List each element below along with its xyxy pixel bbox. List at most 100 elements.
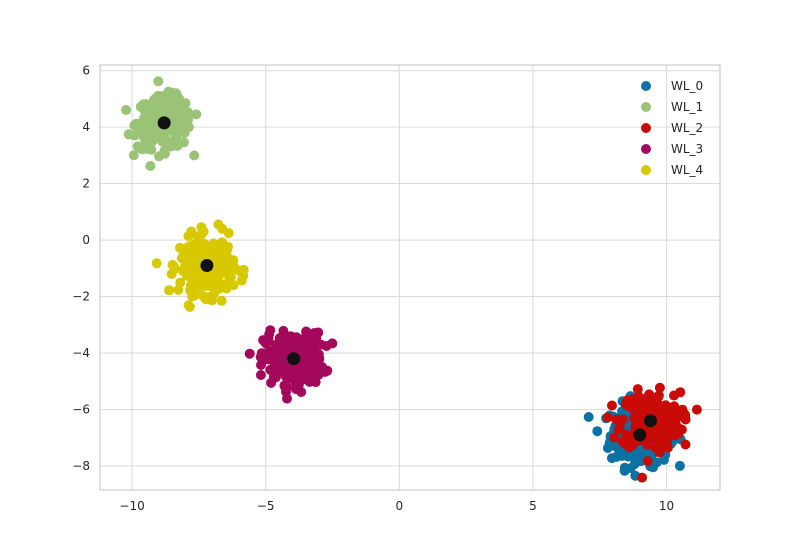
y-tick-label: −4 bbox=[72, 346, 90, 360]
x-tick-label: 10 bbox=[659, 499, 674, 513]
data-point bbox=[277, 367, 288, 378]
data-point bbox=[669, 390, 679, 401]
data-point bbox=[648, 405, 659, 415]
y-tick-label: 6 bbox=[82, 64, 90, 78]
legend-item: WL_3 bbox=[641, 142, 703, 156]
data-point bbox=[224, 275, 235, 286]
data-point bbox=[166, 269, 177, 279]
data-point bbox=[217, 237, 228, 248]
legend-marker bbox=[641, 81, 651, 91]
data-point bbox=[650, 443, 661, 454]
data-point bbox=[263, 333, 274, 344]
data-point bbox=[191, 109, 202, 120]
legend-label: WL_3 bbox=[671, 142, 703, 156]
data-point bbox=[196, 222, 207, 233]
legend-marker bbox=[641, 123, 651, 133]
centroid-point bbox=[287, 352, 301, 366]
data-point bbox=[187, 251, 197, 262]
data-point bbox=[656, 425, 667, 435]
legend-label: WL_1 bbox=[671, 100, 703, 114]
data-point bbox=[149, 109, 160, 120]
data-point bbox=[140, 134, 151, 145]
x-tick-label: 0 bbox=[395, 499, 403, 513]
data-point bbox=[602, 412, 613, 423]
data-point bbox=[268, 356, 279, 367]
data-point bbox=[288, 334, 299, 345]
data-point bbox=[691, 404, 702, 415]
data-point bbox=[233, 265, 244, 276]
legend-item: WL_0 bbox=[641, 79, 703, 93]
data-point bbox=[266, 377, 277, 388]
data-point bbox=[637, 472, 648, 483]
data-point bbox=[327, 338, 338, 349]
data-point bbox=[223, 228, 234, 239]
data-point bbox=[176, 124, 187, 135]
data-point bbox=[674, 460, 685, 471]
data-points bbox=[121, 76, 702, 483]
data-point bbox=[184, 301, 195, 312]
y-tick-label: 4 bbox=[82, 120, 90, 134]
legend-label: WL_0 bbox=[671, 79, 703, 93]
legend-item: WL_1 bbox=[641, 100, 703, 114]
data-point bbox=[669, 401, 680, 412]
data-point bbox=[153, 76, 164, 87]
data-point bbox=[244, 348, 255, 359]
data-point bbox=[212, 260, 223, 271]
data-point bbox=[164, 285, 175, 296]
x-tick-label: 5 bbox=[529, 499, 537, 513]
centroid-markers bbox=[157, 116, 658, 442]
y-tick-label: 0 bbox=[82, 233, 90, 247]
data-point bbox=[680, 410, 691, 421]
data-point bbox=[625, 463, 636, 474]
data-point bbox=[151, 258, 162, 269]
data-point bbox=[312, 354, 323, 365]
legend-label: WL_4 bbox=[671, 163, 703, 177]
data-point bbox=[145, 161, 156, 171]
legend-item: WL_2 bbox=[641, 121, 703, 135]
x-tick-label: −5 bbox=[257, 499, 275, 513]
data-point bbox=[164, 140, 175, 150]
centroid-point bbox=[200, 258, 214, 272]
data-point bbox=[157, 131, 168, 142]
legend-marker bbox=[641, 165, 651, 175]
data-point bbox=[305, 335, 316, 346]
data-point bbox=[256, 360, 266, 370]
data-point bbox=[163, 97, 174, 108]
data-point bbox=[213, 219, 224, 230]
plot-frame bbox=[99, 64, 721, 491]
data-point bbox=[613, 424, 624, 435]
data-point bbox=[638, 400, 649, 411]
centroid-point bbox=[644, 414, 658, 428]
data-point bbox=[627, 394, 638, 405]
data-point bbox=[624, 442, 635, 453]
data-point bbox=[277, 343, 287, 354]
data-point bbox=[617, 436, 628, 447]
data-point bbox=[617, 414, 628, 425]
legend-item: WL_4 bbox=[641, 163, 703, 177]
data-point bbox=[295, 341, 306, 351]
data-point bbox=[189, 150, 200, 161]
data-point bbox=[214, 278, 225, 288]
data-point bbox=[160, 148, 170, 159]
data-point bbox=[216, 295, 227, 306]
centroid-point bbox=[633, 428, 647, 442]
data-point bbox=[121, 105, 132, 115]
data-point bbox=[167, 259, 178, 270]
data-point bbox=[265, 325, 276, 336]
series-wl-2 bbox=[602, 382, 702, 483]
data-point bbox=[314, 368, 325, 379]
data-point bbox=[255, 370, 266, 380]
data-point bbox=[648, 428, 659, 439]
data-point bbox=[592, 426, 603, 437]
y-tick-label: −8 bbox=[72, 459, 90, 473]
data-point bbox=[128, 150, 139, 161]
data-point bbox=[628, 404, 639, 415]
data-point bbox=[141, 144, 152, 154]
data-point bbox=[298, 359, 309, 370]
data-point bbox=[607, 400, 617, 411]
data-point bbox=[658, 454, 669, 465]
data-point bbox=[680, 439, 691, 450]
data-point bbox=[583, 412, 594, 422]
data-point bbox=[175, 277, 186, 288]
